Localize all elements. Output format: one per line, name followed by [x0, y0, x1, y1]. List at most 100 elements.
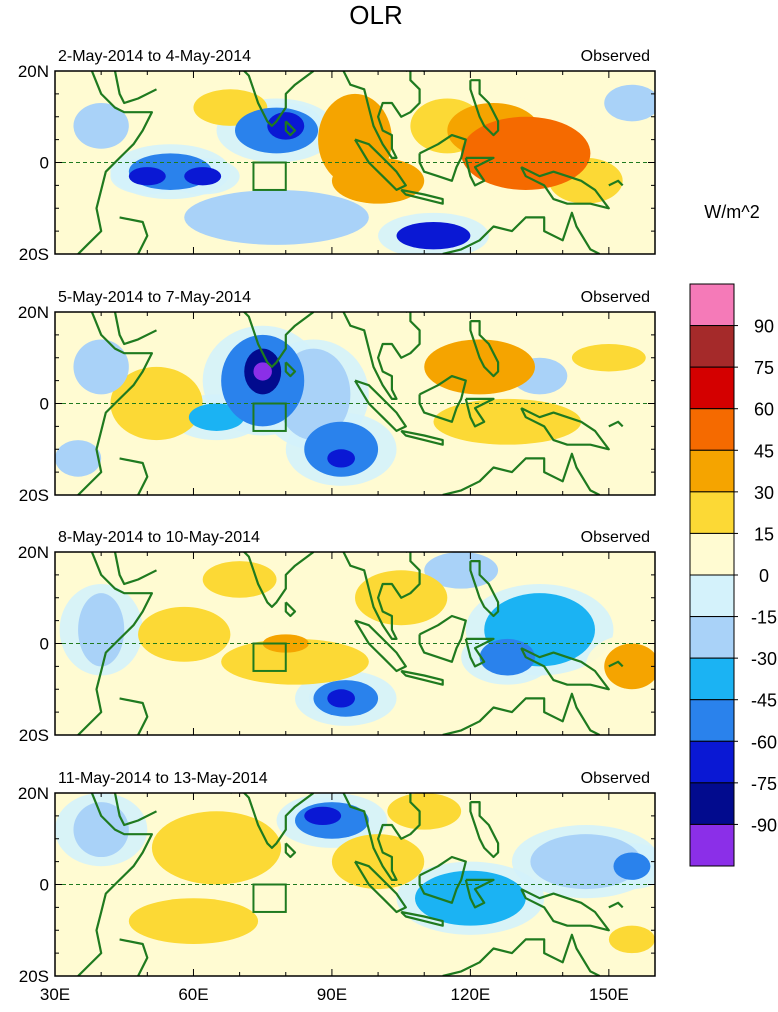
- colorbar-tick-label: 75: [754, 358, 774, 378]
- coastline: [331, 312, 421, 400]
- coastline: [464, 156, 495, 187]
- coastline: [418, 855, 467, 904]
- anomaly-contour: [604, 643, 655, 690]
- anomaly-contour: [202, 561, 277, 598]
- coastline: [405, 552, 426, 554]
- coastline: [331, 71, 421, 159]
- coastline: [464, 878, 495, 909]
- colorbar-unit-label: W/m^2: [704, 202, 759, 222]
- coastline: [113, 793, 157, 827]
- coastline: [354, 860, 407, 914]
- colorbar-tick-label: 45: [754, 441, 774, 461]
- coastlines: [77, 793, 624, 976]
- coastline: [119, 216, 149, 254]
- anomaly-contour: [331, 834, 425, 890]
- anomaly-contour: [151, 811, 282, 885]
- anomaly-contour: [433, 398, 582, 445]
- anomaly-contour: [304, 421, 379, 477]
- anomaly-contour: [608, 925, 655, 954]
- coastline: [354, 379, 407, 432]
- colorbar-swatch: [689, 740, 735, 784]
- coastline: [400, 188, 444, 205]
- coastline: [520, 166, 610, 210]
- colorbar-swatch: [689, 449, 735, 493]
- coastline: [284, 842, 297, 859]
- coastline: [77, 71, 153, 254]
- coastline: [284, 120, 297, 137]
- coastline: [470, 793, 472, 794]
- coastline: [520, 407, 610, 451]
- colorbar-tick-label: -90: [751, 815, 777, 835]
- colorbar-tick-label: -60: [751, 732, 777, 752]
- coastline: [119, 938, 149, 976]
- map-panel-4: 20N 0 20S 11-May-2014 to 13-May-2014 Observe…: [18, 770, 656, 986]
- anomaly-contour: [73, 103, 129, 149]
- colorbar-swatch: [689, 491, 735, 534]
- anomaly-contour: [188, 403, 245, 431]
- panel-observed-label: Observed: [581, 48, 650, 65]
- lat-tick-label: 0: [40, 154, 49, 173]
- coastline: [464, 637, 495, 668]
- coastline: [464, 397, 495, 428]
- study-region-box: [252, 402, 287, 432]
- colorbar-swatch: [689, 782, 735, 825]
- lon-tick-label: 60E: [178, 985, 208, 1004]
- lat-tick-label: 0: [40, 635, 49, 654]
- anomaly-contour: [78, 593, 125, 667]
- coastline: [608, 179, 624, 187]
- coastline: [520, 888, 610, 932]
- anomaly-contour: [253, 362, 272, 381]
- coastline: [331, 552, 421, 641]
- colorbar-tick-label: -75: [751, 774, 777, 794]
- coastline: [113, 312, 157, 346]
- panel-period-label: 8-May-2014 to 10-May-2014: [58, 529, 260, 546]
- lat-tick-label: 20S: [19, 726, 49, 745]
- coastline: [608, 901, 624, 909]
- colorbar: 90 75 60 45 30 15 0 -15 -30 -45 -60 -75 -90: [689, 283, 777, 867]
- coastline: [400, 429, 444, 446]
- coastline: [230, 312, 315, 368]
- coastline: [77, 793, 153, 976]
- study-region-box: [252, 883, 287, 913]
- coastline: [442, 452, 601, 495]
- coastline: [608, 420, 624, 428]
- lat-tick-label: 20S: [19, 486, 49, 505]
- anomaly-contour: [55, 440, 102, 477]
- anomaly-contour: [184, 189, 369, 245]
- lon-tick-label: 90E: [317, 985, 347, 1004]
- panel-period-label: 11-May-2014 to 13-May-2014: [58, 770, 268, 787]
- anomaly-contour: [387, 793, 462, 830]
- anomaly-contour: [479, 638, 535, 676]
- coastline: [284, 601, 297, 618]
- colorbar-tick-label: 15: [754, 524, 774, 544]
- coastline: [442, 692, 601, 735]
- coastline: [469, 800, 500, 859]
- colorbar-swatch: [689, 532, 735, 576]
- olr-anomaly-field: [55, 71, 655, 254]
- map-panel-2: 20N 0 20S 5-May-2014 to 7-May-2014 Observed: [18, 289, 656, 505]
- coastline: [400, 669, 444, 686]
- anomaly-contour: [571, 344, 646, 372]
- coastline: [442, 933, 601, 976]
- colorbar-tick-label: -15: [751, 608, 777, 628]
- anomaly-contour: [613, 852, 651, 880]
- lat-tick-label: 20N: [18, 62, 49, 81]
- anomaly-contour: [327, 449, 355, 468]
- map-panel-3: 20N 0 20S 8-May-2014 to 10-May-2014 Observed: [18, 529, 656, 745]
- anomaly-contour: [221, 638, 369, 685]
- coastline: [469, 559, 500, 618]
- coastline: [469, 320, 500, 378]
- map-panel-1: 20N 0 20S 2-May-2014 to 4-May-2014 Observed: [18, 48, 656, 264]
- anomaly-contour: [604, 84, 655, 122]
- lon-tick-label: 120E: [451, 985, 491, 1004]
- colorbar-swatch: [689, 574, 735, 618]
- panel-period-label: 5-May-2014 to 7-May-2014: [58, 289, 251, 306]
- anomaly-contour: [424, 339, 535, 395]
- anomaly-contour: [184, 167, 222, 186]
- lon-tick-label: 30E: [40, 985, 70, 1004]
- coastline: [119, 457, 149, 495]
- lon-tick-label: 150E: [589, 985, 629, 1004]
- coastline: [354, 138, 407, 191]
